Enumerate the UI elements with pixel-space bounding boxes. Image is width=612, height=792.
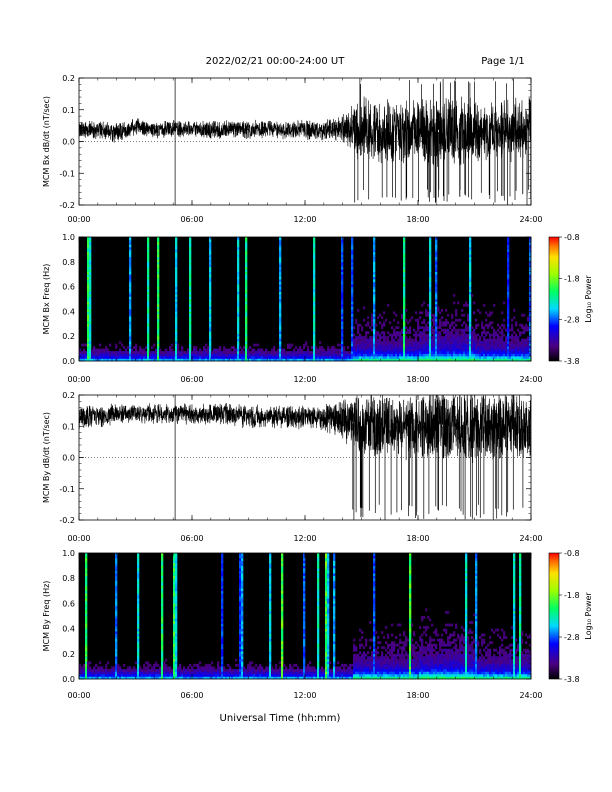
x-tick-label: 06:00 [180,215,203,224]
colorbar-tick-label: -3.8 [564,675,580,684]
y-tick-label: 0.8 [62,258,75,267]
x-tick-label: 00:00 [67,691,90,700]
y-tick-label: 0.1 [62,422,75,431]
x-tick-label: 06:00 [180,534,203,543]
x-tick-label: 18:00 [406,691,429,700]
signal-spikes [174,395,524,520]
y-tick-label: 0.1 [62,106,75,115]
panel-2: -0.8 -1.8 -2.8 -3.8 Log₁₀ Power 1.0 0.8 0.6 0.4 0… [42,233,593,384]
x-tick-label: 06:00 [180,691,203,700]
colorbar-tick-label: -2.8 [564,633,580,642]
colorbar-tick-label: -1.8 [564,274,580,283]
colorbar [548,552,560,680]
y-tick-label: 1.0 [62,233,75,242]
x-tick-label: 12:00 [293,691,316,700]
y-tick-label: -0.1 [59,169,75,178]
x-tick-label: 06:00 [180,375,203,384]
x-tick-label: 18:00 [406,215,429,224]
x-tick-label: 18:00 [406,375,429,384]
colorbar [548,236,560,362]
colorbar-tick-label: -2.8 [564,316,580,325]
x-tick-label: 12:00 [293,215,316,224]
colorbar-tick-label: -3.8 [564,357,580,366]
y-tick-label: 0.0 [62,675,75,684]
y-tick-label: 0.2 [62,74,75,83]
signal-spikes [174,78,531,205]
panel-4: -0.8 -1.8 -2.8 -3.8 Log₁₀ Power 1.0 0.8 0.6 0.4 0… [42,549,593,700]
x-tick-label: 00:00 [67,215,90,224]
x-tick-label: 12:00 [293,375,316,384]
plot-title: 2022/02/21 00:00-24:00 UT [206,56,346,67]
x-axis-title: Universal Time (hh:mm) [220,713,341,724]
panel-group: 0.2 0.1 0.0 -0.1 -0.2 00:00 06:00 12:00 18:00 24:… [42,74,593,700]
y-tick-label: 0.0 [62,138,75,147]
signal-trace [79,96,531,167]
y-axis-label: MCM Bx dB/dt (nT/sec) [42,96,51,187]
x-tick-label: 00:00 [67,375,90,384]
y-tick-label: -0.2 [59,201,75,210]
y-axis-label: MCM Bx Freq (Hz) [42,264,51,335]
x-tick-label: 24:00 [519,375,542,384]
colorbar-tick-label: -0.8 [564,549,580,558]
signal-trace [79,395,531,463]
x-tick-label: 24:00 [519,691,542,700]
y-tick-label: 0.0 [62,357,75,366]
spectrogram-cells [79,553,532,680]
x-tick-label: 18:00 [406,534,429,543]
y-tick-label: 0.4 [62,625,75,634]
y-tick-label: -0.1 [59,485,75,494]
spectrogram-cells [79,237,532,362]
colorbar-tick-label: -1.8 [564,591,580,600]
x-tick-label: 24:00 [519,534,542,543]
x-tick-label: 12:00 [293,534,316,543]
y-tick-label: 0.6 [62,283,75,292]
y-tick-label: 0.2 [62,391,75,400]
y-tick-label: 0.8 [62,574,75,583]
y-tick-label: 1.0 [62,549,75,558]
y-tick-label: 0.6 [62,599,75,608]
colorbar-label: Log₁₀ Power [584,275,593,323]
y-axis-label: MCM By dB/dt (nT/sec) [42,412,51,503]
y-tick-label: 0.2 [62,332,75,341]
y-tick-label: 0.0 [62,454,75,463]
colorbar-label: Log₁₀ Power [584,592,593,640]
x-tick-label: 00:00 [67,534,90,543]
y-axis-label: MCM By Freq (Hz) [42,581,51,652]
y-tick-label: 0.4 [62,307,75,316]
panel-3: 0.2 0.1 0.0 -0.1 -0.2 00:00 06:00 12:00 18:00 24:… [42,391,543,543]
panel-1: 0.2 0.1 0.0 -0.1 -0.2 00:00 06:00 12:00 18:00 24:… [42,74,543,224]
y-tick-label: -0.2 [59,516,75,525]
page-number: Page 1/1 [481,56,524,67]
x-tick-label: 24:00 [519,215,542,224]
y-tick-label: 0.2 [62,650,75,659]
colorbar-tick-label: -0.8 [564,233,580,242]
